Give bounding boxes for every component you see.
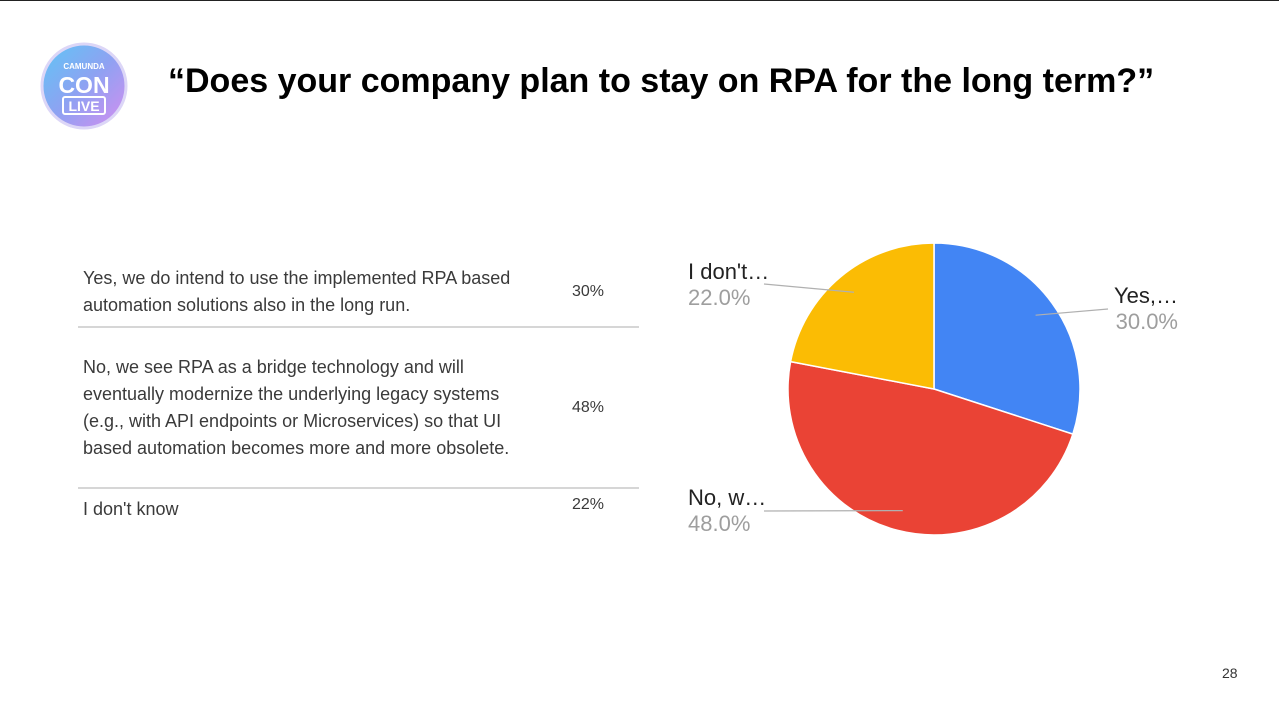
table-row: Yes, we do intend to use the implemented…: [78, 258, 639, 328]
pie-slice: [933, 242, 1081, 436]
pie-chart: Yes,…30.0% No, w…48.0% I don't…22.0%: [688, 242, 1178, 536]
camunda-con-live-logo: CAMUNDA CON LIVE: [40, 42, 128, 130]
label-leader-line: [763, 283, 855, 293]
page-number: 28: [1222, 665, 1238, 681]
row-value: 22%: [571, 496, 605, 513]
logo-line3: LIVE: [68, 98, 99, 114]
row-label: No, we see RPA as a bridge technology an…: [83, 356, 510, 458]
row-value: 30%: [571, 283, 605, 300]
results-table: Yes, we do intend to use the implemented…: [78, 258, 639, 529]
slide-title: “Does your company plan to stay on RPA f…: [168, 62, 1155, 100]
logo-line1: CAMUNDA: [63, 62, 105, 71]
slice-category-label: Yes,…: [1114, 283, 1178, 308]
label-leader-line: [1035, 308, 1109, 316]
logo-line2: CON: [58, 72, 109, 98]
table-row: I don't know 22%: [78, 489, 639, 529]
table-row: No, we see RPA as a bridge technology an…: [78, 328, 639, 489]
row-label: Yes, we do intend to use the implemented…: [83, 268, 511, 315]
slice-category-label: I don't…: [688, 259, 769, 284]
pie-slice: [787, 360, 1074, 536]
row-label: I don't know: [83, 499, 179, 519]
top-border: [0, 0, 1279, 1]
slice-value-label: 48.0%: [688, 511, 750, 536]
row-value: 48%: [571, 398, 605, 416]
slice-category-label: No, w…: [688, 485, 766, 510]
slice-value-label: 22.0%: [688, 285, 750, 310]
slice-value-label: 30.0%: [1116, 309, 1178, 334]
pie-slice: [789, 242, 935, 390]
